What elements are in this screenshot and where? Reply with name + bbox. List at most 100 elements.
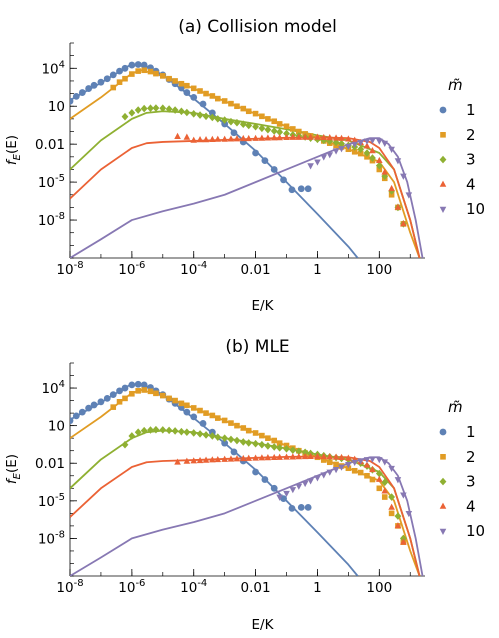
data-point-1 bbox=[109, 71, 117, 79]
data-point-2 bbox=[320, 457, 327, 463]
data-point-3 bbox=[196, 430, 204, 438]
data-point-2 bbox=[388, 191, 395, 198]
data-point-3 bbox=[134, 428, 142, 436]
data-point-3 bbox=[388, 493, 396, 501]
data-point-10 bbox=[363, 138, 371, 145]
plot-area bbox=[70, 61, 424, 258]
chart-title: (a) Collision model bbox=[178, 17, 337, 37]
data-point-3 bbox=[270, 127, 278, 135]
data-point-3 bbox=[270, 443, 278, 451]
plot-area bbox=[70, 380, 424, 576]
data-point-10 bbox=[295, 483, 303, 490]
data-point-2 bbox=[147, 388, 154, 395]
data-point-10 bbox=[276, 494, 283, 501]
data-point-2 bbox=[351, 148, 358, 155]
data-point-3 bbox=[165, 426, 173, 435]
series-curve-4 bbox=[70, 136, 421, 258]
data-point-4 bbox=[258, 134, 266, 141]
data-point-4 bbox=[326, 453, 334, 460]
data-point-1 bbox=[280, 176, 287, 184]
data-point-1 bbox=[90, 81, 98, 89]
data-point-4 bbox=[301, 133, 309, 140]
legend-marker-1 bbox=[439, 428, 447, 436]
legend-label: 3 bbox=[466, 151, 476, 169]
data-point-3 bbox=[165, 105, 173, 113]
data-point-1 bbox=[183, 408, 191, 416]
data-point-2 bbox=[110, 404, 117, 410]
data-point-10 bbox=[400, 173, 407, 180]
data-point-3 bbox=[357, 145, 365, 154]
data-point-1 bbox=[121, 384, 129, 392]
data-point-3 bbox=[233, 118, 241, 127]
y-tick-label: 104 bbox=[41, 59, 65, 77]
data-point-4 bbox=[264, 454, 272, 461]
data-point-2 bbox=[271, 118, 278, 125]
series-curve-2 bbox=[70, 389, 421, 576]
data-point-2 bbox=[228, 420, 234, 426]
data-point-10 bbox=[357, 458, 364, 465]
data-point-4 bbox=[376, 475, 383, 482]
legend-label: 4 bbox=[466, 175, 476, 193]
data-point-10 bbox=[394, 477, 402, 484]
data-point-4 bbox=[252, 134, 259, 141]
legend-title: m̃ bbox=[448, 398, 463, 416]
data-point-4 bbox=[295, 133, 303, 140]
data-point-2 bbox=[221, 417, 228, 424]
data-point-4 bbox=[332, 453, 340, 460]
legend-marker-3 bbox=[439, 477, 447, 486]
data-point-1 bbox=[297, 185, 305, 193]
legend-marker-2 bbox=[440, 454, 446, 460]
data-point-1 bbox=[70, 417, 74, 425]
data-point-10 bbox=[332, 148, 340, 155]
data-point-2 bbox=[381, 494, 388, 500]
data-point-2 bbox=[197, 407, 203, 414]
y-tick-label: 10 bbox=[48, 419, 65, 435]
data-point-3 bbox=[381, 478, 389, 487]
data-point-4 bbox=[381, 168, 389, 175]
data-point-2 bbox=[153, 70, 159, 77]
data-point-4 bbox=[174, 132, 181, 139]
y-tick-label: 10-8 bbox=[38, 211, 65, 229]
data-point-3 bbox=[140, 426, 148, 435]
legend-marker-2 bbox=[440, 132, 446, 138]
data-point-4 bbox=[283, 453, 290, 460]
data-point-4 bbox=[314, 133, 321, 140]
y-tick-label: 0.01 bbox=[35, 137, 65, 153]
x-tick-label: 1 bbox=[313, 262, 322, 278]
data-point-4 bbox=[227, 455, 235, 462]
data-point-4 bbox=[400, 220, 407, 227]
data-point-4 bbox=[196, 456, 204, 464]
data-point-2 bbox=[166, 395, 172, 402]
data-point-10 bbox=[394, 158, 402, 165]
data-point-3 bbox=[171, 106, 179, 114]
data-point-3 bbox=[239, 438, 247, 446]
data-point-4 bbox=[245, 134, 253, 142]
legend: m̃1 2 3 4 10 bbox=[439, 398, 485, 540]
data-point-3 bbox=[252, 122, 259, 131]
data-point-1 bbox=[85, 404, 93, 412]
data-point-2 bbox=[326, 459, 333, 466]
data-point-10 bbox=[345, 462, 352, 469]
data-point-3 bbox=[338, 139, 345, 148]
data-point-3 bbox=[202, 431, 210, 439]
y-tick-label: 0.01 bbox=[35, 456, 65, 472]
data-point-4 bbox=[233, 455, 241, 462]
data-point-2 bbox=[203, 90, 209, 97]
data-point-1 bbox=[72, 92, 80, 100]
data-point-4 bbox=[338, 453, 345, 461]
data-point-4 bbox=[252, 454, 259, 461]
data-point-1 bbox=[288, 186, 296, 194]
data-point-2 bbox=[364, 154, 370, 160]
y-axis-label: fE(E) bbox=[4, 135, 23, 165]
x-tick-label: 0.01 bbox=[241, 580, 271, 596]
data-point-2 bbox=[122, 395, 128, 402]
data-point-3 bbox=[258, 124, 266, 133]
data-point-4 bbox=[289, 453, 297, 460]
data-point-3 bbox=[214, 115, 222, 123]
data-point-4 bbox=[183, 133, 191, 140]
legend-label: 1 bbox=[466, 423, 476, 441]
data-point-1 bbox=[116, 387, 123, 395]
data-point-4 bbox=[270, 134, 278, 141]
data-point-2 bbox=[159, 392, 166, 399]
data-point-2 bbox=[228, 100, 234, 107]
